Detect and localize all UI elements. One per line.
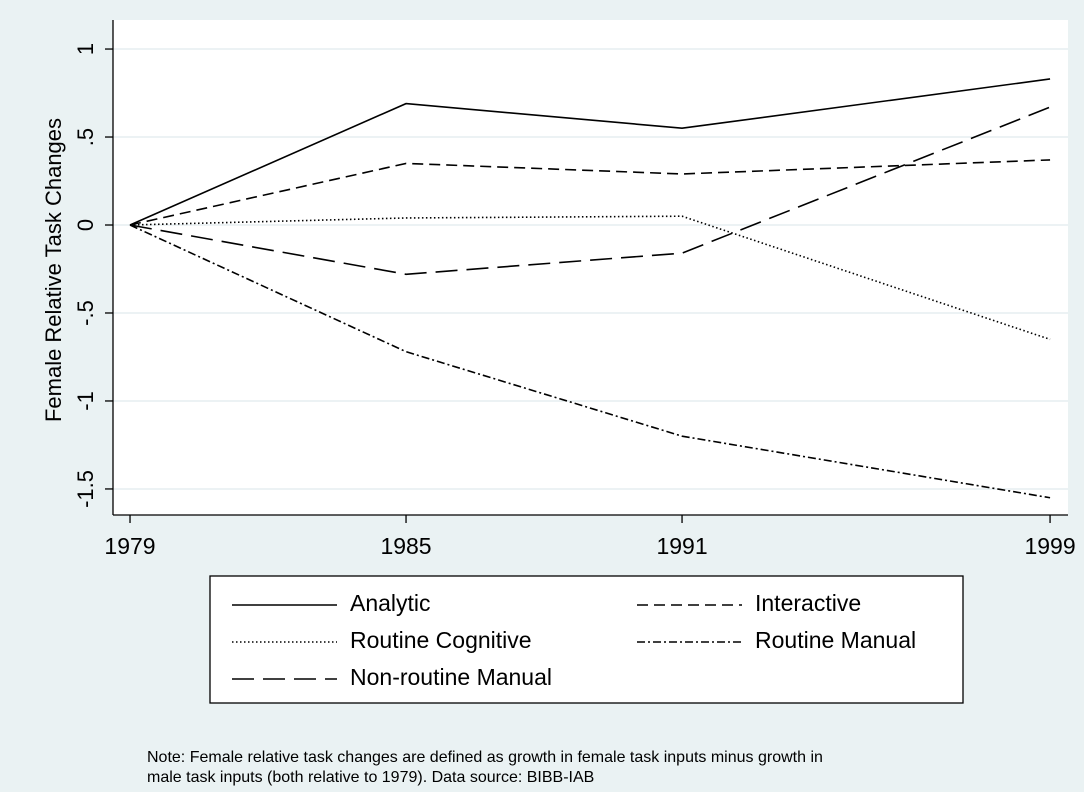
legend: [209, 575, 964, 704]
y-tick-label: 0: [73, 219, 98, 231]
y-tick-label: -.5: [73, 300, 98, 326]
plot-area: [113, 20, 1068, 515]
y-tick-label: -1.5: [73, 470, 98, 508]
line-series: [129, 106, 1051, 276]
line-series: [129, 159, 1051, 226]
legend-label: Routine Manual: [755, 627, 916, 653]
y-tick-label: .5: [73, 128, 98, 146]
y-tick-label: 1: [73, 43, 98, 55]
note: male task inputs (both relative to 1979)…: [147, 769, 594, 786]
legend-label: Interactive: [755, 590, 861, 616]
y-axis-title: Female Relative Task Changes: [41, 118, 66, 422]
legend-label: Routine Cognitive: [350, 627, 532, 653]
line-series: [129, 224, 1051, 499]
y-tick-label: -1: [73, 391, 98, 411]
line-series: [129, 78, 1051, 226]
note: Note: Female relative task changes are d…: [147, 749, 823, 766]
x-tick-label: 1985: [380, 533, 431, 559]
legend-label: Non-routine Manual: [350, 664, 552, 690]
x-tick-label: 1979: [104, 533, 155, 559]
x-tick-label: 1991: [656, 533, 707, 559]
x-tick-label: 1999: [1024, 533, 1075, 559]
legend-label: Analytic: [350, 590, 431, 616]
